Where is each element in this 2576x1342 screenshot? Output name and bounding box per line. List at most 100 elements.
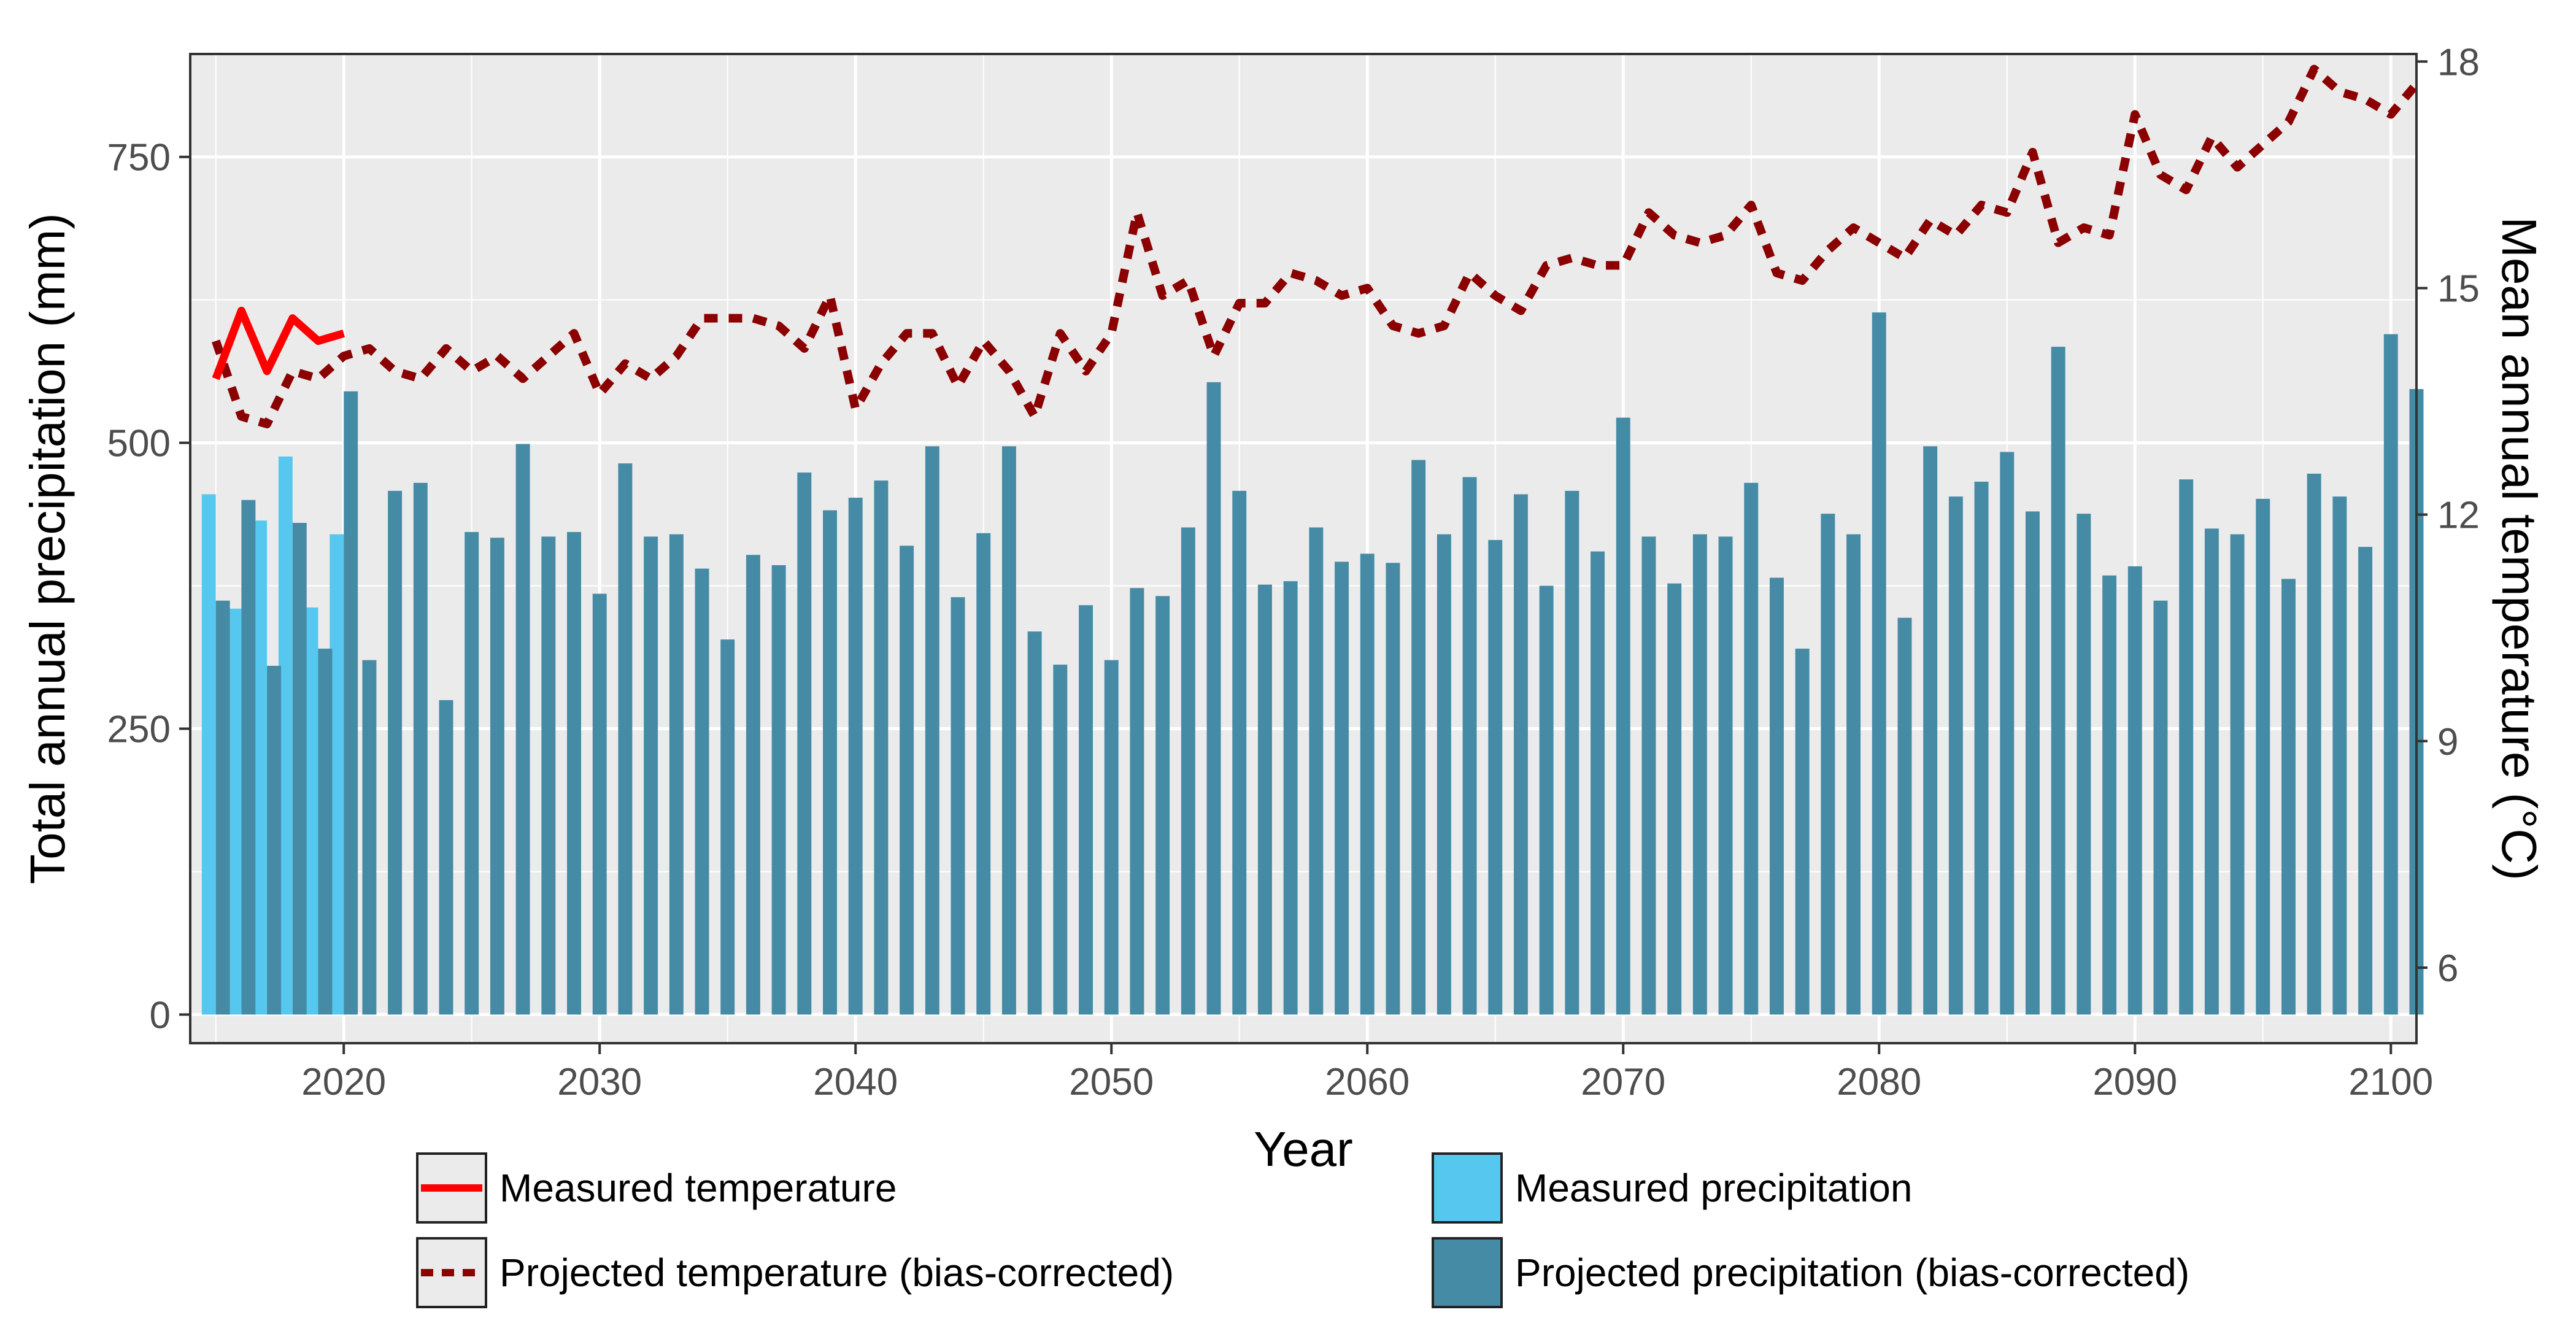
bar-projected-precipitation	[1872, 312, 1886, 1015]
bar-measured-precipitation	[330, 534, 344, 1015]
bar-projected-precipitation	[2026, 511, 2040, 1015]
bar-projected-precipitation	[1462, 477, 1477, 1015]
bar-projected-precipitation	[1591, 551, 1605, 1015]
y-right-tick-label: 12	[2437, 495, 2480, 537]
x-tick-label: 2070	[1581, 1061, 1665, 1103]
x-tick-label: 2080	[1837, 1061, 1921, 1103]
bar-projected-precipitation	[2153, 600, 2168, 1015]
x-tick-label: 2100	[2348, 1061, 2433, 1103]
bar-projected-precipitation	[1079, 605, 1093, 1015]
bar-projected-precipitation	[695, 568, 709, 1015]
bar-projected-precipitation	[1053, 665, 1068, 1015]
x-tick-label: 2030	[557, 1061, 642, 1103]
bar-projected-precipitation	[1821, 514, 1835, 1015]
bar-projected-precipitation	[848, 498, 863, 1015]
bar-projected-precipitation	[515, 444, 530, 1015]
bar-projected-precipitation	[1130, 588, 1144, 1015]
line-projected-temperature	[212, 64, 2420, 428]
legend-key-swatch	[1432, 1152, 1503, 1224]
bar-measured-precipitation	[304, 607, 318, 1015]
bar-projected-precipitation	[2051, 347, 2065, 1015]
bar-projected-precipitation	[362, 660, 377, 1015]
bar-projected-precipitation	[1232, 490, 1247, 1015]
bar-projected-precipitation	[900, 546, 914, 1015]
bar-projected-precipitation	[2102, 575, 2117, 1015]
bar-projected-precipitation	[1257, 584, 1272, 1015]
bar-projected-precipitation	[318, 649, 333, 1015]
bar-measured-precipitation	[278, 456, 293, 1015]
bar-projected-precipitation	[746, 555, 760, 1015]
legend-key-swatch	[1432, 1237, 1503, 1308]
bar-projected-precipitation	[2256, 498, 2270, 1015]
bar-projected-precipitation	[771, 565, 786, 1015]
bar-projected-precipitation	[2281, 579, 2296, 1015]
y-left-tick-label: 500	[107, 423, 171, 465]
bar-projected-precipitation	[1641, 536, 1656, 1015]
legend-measured-temperature: Measured temperature	[416, 1152, 897, 1224]
bar-projected-precipitation	[439, 700, 453, 1015]
bar-projected-precipitation	[1846, 534, 1861, 1015]
bar-projected-precipitation	[1667, 583, 1682, 1015]
legend-label: Projected temperature (bias-corrected)	[499, 1251, 1174, 1295]
bar-projected-precipitation	[1539, 585, 1554, 1015]
bar-projected-precipitation	[644, 536, 658, 1015]
y-right-tick-label: 6	[2437, 947, 2458, 990]
bar-projected-precipitation	[1283, 581, 1298, 1015]
x-tick-label: 2090	[2092, 1061, 2177, 1103]
bar-projected-precipitation	[292, 523, 307, 1015]
bar-projected-precipitation	[1155, 596, 1170, 1015]
legend-label: Measured precipitation	[1515, 1166, 1912, 1210]
bar-projected-precipitation	[951, 597, 965, 1015]
legend-label: Projected precipitation (bias-corrected)	[1515, 1251, 2189, 1295]
bar-projected-precipitation	[1795, 649, 1810, 1015]
bar-projected-precipitation	[2383, 334, 2398, 1015]
y-right-tick-label: 9	[2437, 721, 2458, 763]
line-measured-temperature	[212, 306, 345, 380]
bar-projected-precipitation	[1436, 534, 1451, 1015]
x-axis-title: Year	[1254, 1122, 1353, 1176]
x-tick-label: 2050	[1069, 1061, 1154, 1103]
bar-projected-precipitation	[1513, 494, 1528, 1015]
bar-projected-precipitation	[669, 534, 684, 1015]
bar-projected-precipitation	[413, 482, 428, 1015]
bar-projected-precipitation	[2230, 534, 2245, 1015]
bar-projected-precipitation	[541, 536, 556, 1015]
bar-projected-precipitation	[1360, 553, 1375, 1015]
y-right-tick-label: 15	[2437, 268, 2480, 310]
legend-label: Measured temperature	[499, 1166, 897, 1210]
x-tick-label: 2020	[301, 1061, 386, 1103]
bar-projected-precipitation	[1001, 446, 1016, 1015]
y-left-tick-label: 250	[107, 709, 171, 751]
bar-projected-precipitation	[1948, 496, 1963, 1015]
bar-projected-precipitation	[1206, 382, 1221, 1015]
bar-projected-precipitation	[1565, 490, 1579, 1015]
bar-projected-precipitation	[874, 480, 889, 1015]
bar-projected-precipitation	[2358, 547, 2373, 1015]
bar-projected-precipitation	[1692, 534, 1707, 1015]
y-left-tick-label: 750	[107, 137, 171, 179]
bar-projected-precipitation	[2204, 528, 2219, 1015]
bar-projected-precipitation	[925, 446, 939, 1015]
bar-projected-precipitation	[465, 531, 479, 1015]
bar-projected-precipitation	[241, 499, 256, 1015]
y-right-tick-label: 18	[2437, 41, 2480, 83]
bar-projected-precipitation	[215, 600, 230, 1015]
bar-projected-precipitation	[2179, 479, 2194, 1015]
bar-projected-precipitation	[344, 391, 358, 1015]
bar-projected-precipitation	[1181, 527, 1195, 1015]
bar-measured-precipitation	[253, 520, 268, 1015]
bar-measured-precipitation	[227, 608, 242, 1015]
bar-projected-precipitation	[567, 531, 581, 1015]
bar-projected-precipitation	[1488, 540, 1503, 1015]
bar-projected-precipitation	[797, 472, 812, 1015]
bar-projected-precipitation	[1974, 481, 1989, 1015]
bar-projected-precipitation	[1104, 660, 1119, 1015]
bar-projected-precipitation	[1718, 536, 1733, 1015]
bar-projected-precipitation	[267, 666, 282, 1015]
y-left-tick-label: 0	[150, 994, 171, 1036]
bar-projected-precipitation	[720, 639, 735, 1015]
bar-projected-precipitation	[2127, 566, 2142, 1015]
legend-projected-precipitation: Projected precipitation (bias-corrected)	[1432, 1237, 2189, 1308]
